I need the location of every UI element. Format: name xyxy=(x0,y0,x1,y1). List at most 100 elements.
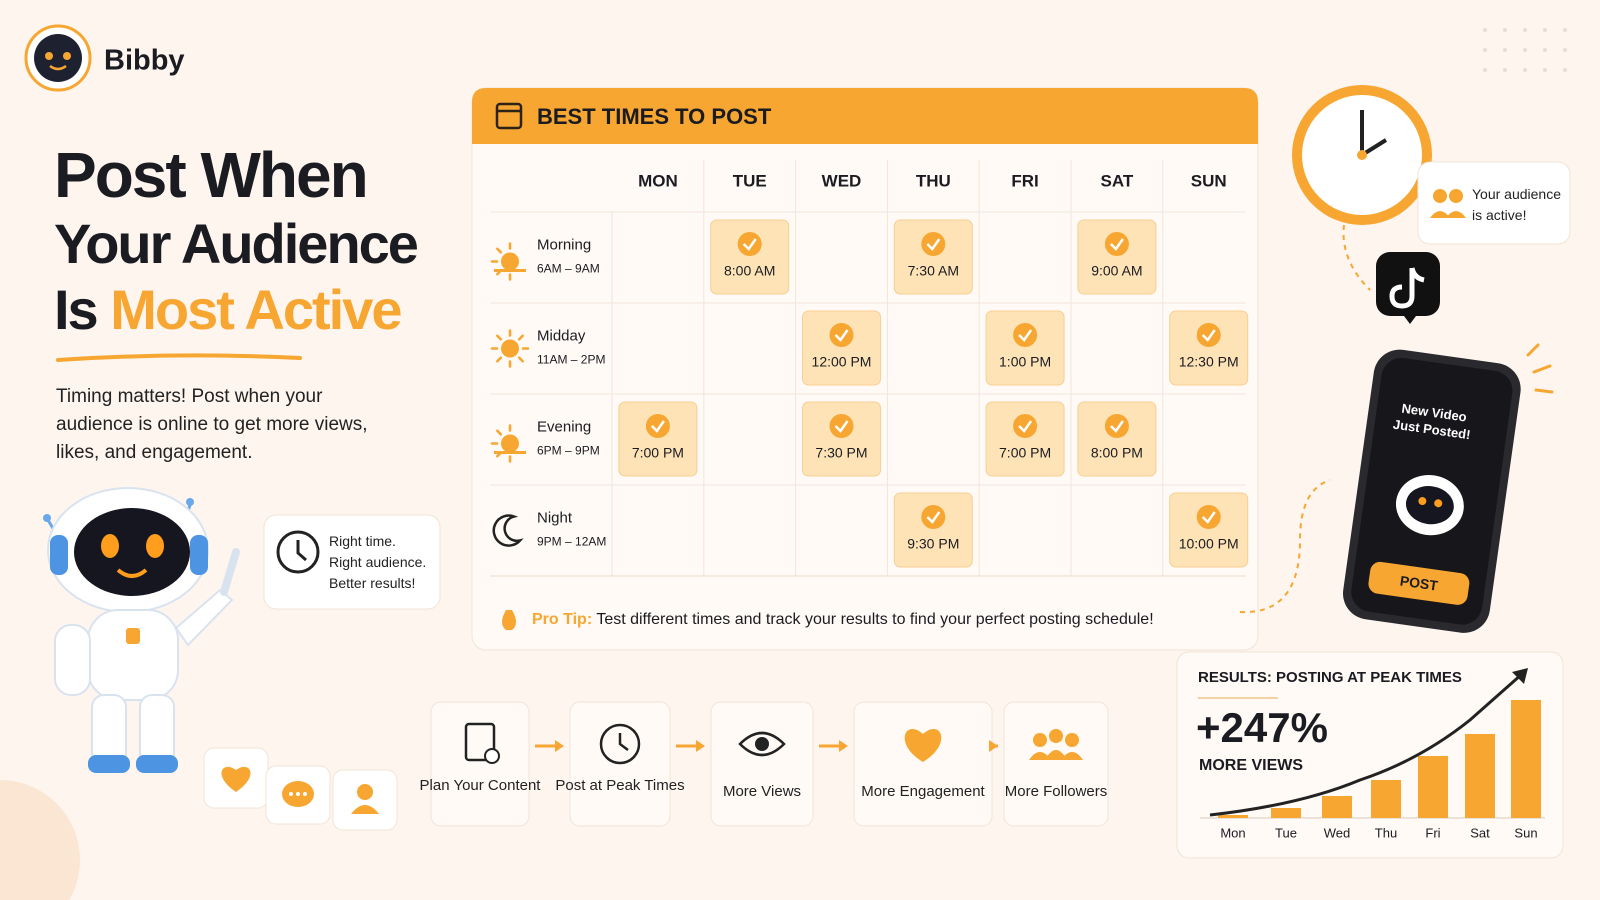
check-mark xyxy=(834,329,849,342)
bar xyxy=(1418,756,1448,818)
slot-label: Midday xyxy=(537,327,586,344)
check-icon xyxy=(1013,414,1038,438)
time-chip xyxy=(1077,219,1157,295)
check-mark xyxy=(742,238,757,251)
reaction-icons xyxy=(203,747,398,831)
phone xyxy=(1342,349,1521,633)
time-label: 7:30 AM xyxy=(908,263,959,279)
check-mark xyxy=(1018,329,1033,342)
time-chip xyxy=(985,401,1065,477)
day-label: MON xyxy=(638,171,678,190)
time-label: 7:00 PM xyxy=(999,445,1051,461)
time-chip xyxy=(893,492,973,568)
check-icon xyxy=(829,323,854,347)
check-icon xyxy=(1196,505,1221,529)
time-chip xyxy=(802,310,881,386)
day-label: THU xyxy=(916,171,951,190)
sun-ray xyxy=(496,334,503,341)
time-label: 8:00 AM xyxy=(724,263,775,279)
x-tick-label: Wed xyxy=(1324,825,1351,840)
x-tick-label: Fri xyxy=(1425,825,1440,840)
people-icon xyxy=(1065,733,1079,747)
dot-pattern xyxy=(1483,28,1567,72)
flow-label: More Views xyxy=(722,783,802,800)
results-chart: Mon Tue Wed Thu Fri Sat Sun xyxy=(1200,700,1545,840)
time-chip xyxy=(985,310,1065,386)
sun-icon xyxy=(501,252,519,271)
time-label: 12:00 PM xyxy=(812,354,872,370)
tiktok-icon xyxy=(1376,252,1440,324)
slot-range: 6AM – 9AM xyxy=(537,262,600,276)
eye-icon xyxy=(738,731,786,757)
audience-callout-box xyxy=(1417,161,1571,245)
schedule-title: BEST TIMES TO POST xyxy=(537,104,772,129)
tip-bulb xyxy=(502,610,516,630)
tip-text: Test different times and track your resu… xyxy=(596,611,1153,628)
flow xyxy=(430,701,1109,827)
check-mark xyxy=(926,238,941,251)
flow-label: Plan Your Content xyxy=(419,777,541,794)
time-label: 12:30 PM xyxy=(1179,354,1239,370)
check-mark xyxy=(1110,420,1124,433)
robot-callout-line: Right audience. xyxy=(329,554,427,570)
trend-arrowhead xyxy=(1512,668,1528,684)
bar xyxy=(1218,815,1248,818)
flow-arrowhead xyxy=(555,740,564,752)
phone-button[interactable]: POST xyxy=(1399,572,1439,593)
flow-arrowhead xyxy=(839,740,848,752)
check-icon xyxy=(1013,323,1038,347)
clock-hands xyxy=(618,733,629,751)
flow-step-box xyxy=(1003,701,1109,827)
audience-callout: Your audience is active! xyxy=(1472,186,1562,223)
people-body xyxy=(1029,752,1051,760)
check-icon xyxy=(921,232,946,256)
clipboard-icon xyxy=(464,722,496,762)
x-tick-label: Sun xyxy=(1514,825,1537,840)
people-body xyxy=(1061,752,1083,760)
results-headline: +247% xyxy=(1196,704,1328,751)
clock-icon xyxy=(599,723,641,765)
slot-label: Evening xyxy=(537,418,591,435)
time-chip xyxy=(710,219,790,295)
time-label: 10:00 PM xyxy=(1179,536,1239,552)
check-icon xyxy=(1104,232,1129,256)
x-tick-label: Sat xyxy=(1470,825,1490,840)
check-mark xyxy=(926,511,941,524)
people-icon xyxy=(1033,733,1047,747)
x-tick-label: Tue xyxy=(1275,825,1297,840)
time-label: 7:30 PM xyxy=(815,445,867,461)
time-chip xyxy=(1169,492,1249,568)
schedule-grid: MON TUE WED THU FRI SAT SUN Morning 6AM – 9AM 8:0… xyxy=(490,160,1249,577)
check-mark xyxy=(1110,238,1124,251)
people-body xyxy=(1045,750,1067,760)
x-tick-label: Mon xyxy=(1220,825,1245,840)
x-tick-label: Thu xyxy=(1375,825,1397,840)
day-label: SUN xyxy=(1191,171,1227,190)
bar xyxy=(1322,796,1352,818)
slot-range: 6PM – 9PM xyxy=(537,444,600,458)
headline-highlight: Most Active xyxy=(110,278,401,341)
slot-range: 11AM – 2PM xyxy=(537,353,605,367)
moon-icon xyxy=(492,514,524,547)
flow-step-box xyxy=(853,701,993,827)
time-chip xyxy=(893,219,973,295)
slot-range: 9PM – 12AM xyxy=(537,535,606,549)
time-chip xyxy=(1077,401,1157,477)
eye-pupil xyxy=(755,737,769,751)
heart-icon xyxy=(904,729,942,762)
clock xyxy=(1292,85,1432,291)
flow-step-box xyxy=(430,701,530,827)
check-icon xyxy=(921,505,946,529)
check-mark xyxy=(834,420,849,433)
tip-label: Pro Tip: xyxy=(532,611,592,628)
headline-line: Is Most Active xyxy=(54,278,401,341)
check-mark xyxy=(1018,420,1033,433)
check-icon xyxy=(1196,323,1221,347)
flow-arrowhead xyxy=(696,740,705,752)
sun-icon xyxy=(501,434,519,453)
flow-label: More Engagement xyxy=(861,783,985,800)
tip-line: Pro Tip: Test different times and track … xyxy=(532,611,1154,628)
sun-ray xyxy=(496,429,503,436)
